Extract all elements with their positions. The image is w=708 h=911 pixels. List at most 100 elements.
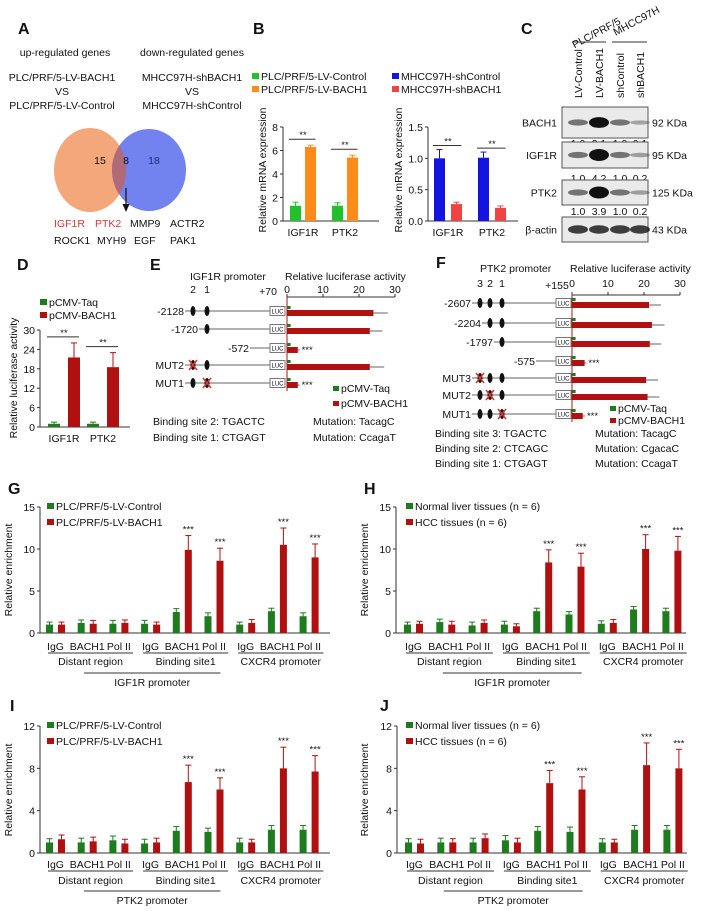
x-tick-label: BACH1: [526, 859, 561, 871]
gene-label: MMP9: [130, 218, 160, 230]
legend-label: PLC/PRF/5-LV-Control: [261, 71, 366, 83]
bar: [184, 549, 192, 633]
significance-marker: ***: [640, 524, 651, 535]
gene-label: ACTR2: [170, 218, 205, 230]
y-tick-label: 0: [29, 848, 35, 860]
y-tick-label: 24: [23, 344, 35, 356]
venn-left-compare-2: VS: [55, 86, 69, 98]
venn-overlap-count: 8: [123, 155, 129, 167]
significance-marker: ***: [543, 539, 554, 550]
x-tick-label: 10: [317, 284, 329, 296]
bar: [534, 830, 542, 853]
bar: [572, 373, 576, 376]
mutation-sequence: Mutation: CgacaC: [595, 443, 679, 455]
bar: [172, 830, 180, 853]
mutation-sequence: Mutation: CcagaT: [313, 432, 396, 444]
x-tick-label: Pol II: [202, 859, 226, 871]
y-tick-label: 15: [23, 502, 35, 514]
y-tick-label: 12: [23, 383, 35, 395]
legend-label: HCC tissues (n = 6): [415, 517, 507, 529]
x-tick-label: IgG: [406, 859, 423, 871]
significance-marker: ***: [214, 767, 225, 778]
luc-reporter-box: [555, 356, 572, 366]
blot-lane-label: LV-BACH1: [594, 48, 606, 98]
panel-label-a: A: [18, 21, 30, 38]
y-axis-label: Relative enrichment: [3, 744, 15, 837]
x-tick-label: Pol II: [202, 641, 226, 653]
legend-swatch: [40, 312, 47, 318]
venn-circle-downregulated: [112, 129, 186, 211]
binding-site-icon: [499, 298, 505, 308]
tss-label: +70: [259, 286, 277, 298]
x-tick-label: Pol II: [563, 641, 587, 653]
bar: [572, 341, 650, 347]
significance-marker: ***: [310, 745, 321, 756]
x-tick-label: BACH1: [165, 641, 200, 653]
luc-reporter-label: LUC: [557, 377, 570, 383]
panel-label-c: C: [521, 21, 533, 38]
bar: [204, 616, 212, 633]
bar: [675, 768, 683, 853]
bar: [107, 367, 119, 427]
y-tick-label: 10: [23, 544, 35, 556]
x-tick-label: BACH1: [429, 859, 464, 871]
bar: [572, 394, 648, 400]
bar: [287, 310, 374, 316]
binding-site-icon: [487, 298, 493, 308]
legend-label: pCMV-BACH1: [618, 415, 685, 427]
legend-label: pCMV-Taq: [49, 297, 98, 309]
venn-right-compare-3: MHCC97H-shControl: [142, 100, 241, 112]
bar: [405, 842, 412, 853]
y-tick-label: 10: [379, 544, 391, 556]
bar: [184, 782, 192, 853]
construct-label: MUT1: [442, 409, 471, 421]
binding-site-sequence: Binding site 2: CTCAGC: [435, 443, 549, 455]
x-tick-label: BACH1: [260, 859, 295, 871]
promoter-title: PTK2 promoter: [480, 263, 552, 275]
bar: [598, 842, 606, 853]
x-axis-label: Relative luciferase activity: [285, 271, 407, 283]
blot-band: [630, 120, 650, 125]
bar: [404, 624, 411, 633]
blot-protein-label: PTK2: [531, 188, 557, 200]
legend-label: PLC/PRF/5-LV-Control: [56, 501, 161, 513]
x-tick-label: 20: [353, 284, 365, 296]
bar: [572, 390, 576, 393]
mutation-x-icon: [475, 372, 485, 384]
bar: [572, 337, 576, 340]
legend-label: PLC/PRF/5-LV-Control: [56, 720, 161, 732]
mutation-x-icon: [485, 389, 495, 401]
luc-reporter-label: LUC: [271, 382, 284, 388]
bar: [417, 843, 424, 853]
panel-label-f: F: [436, 255, 446, 272]
x-tick-label: Pol II: [107, 641, 131, 653]
bar: [77, 842, 85, 853]
legend-swatch: [252, 73, 259, 79]
blot-band: [589, 225, 609, 234]
gene-label: MYH9: [97, 235, 126, 247]
bar: [267, 611, 275, 633]
binding-site-icon: [499, 318, 505, 328]
bar: [311, 771, 319, 853]
binding-site-icon: [477, 409, 483, 419]
venn-right-compare-1: MHCC97H-shBACH1: [142, 72, 243, 84]
binding-site-icon: [190, 378, 196, 388]
y-tick-label: 1.0: [408, 153, 423, 165]
bar: [572, 356, 576, 359]
bar: [267, 829, 275, 853]
bar: [287, 343, 291, 346]
venn-panel: up-regulated genes down-regulated genes …: [9, 47, 244, 247]
y-tick-label: 0.0: [408, 216, 423, 228]
bar: [469, 842, 477, 853]
panel-label-g: G: [8, 481, 20, 498]
bar: [141, 623, 149, 633]
supergroup-label: PTK2 promoter: [117, 895, 189, 907]
y-tick-label: 0: [385, 628, 391, 640]
bar: [287, 347, 298, 353]
gene-label: IGF1R: [54, 218, 85, 230]
x-axis-label: Relative luciferase activity: [570, 263, 692, 275]
group-label: Binding site1: [517, 875, 577, 887]
venn-circle-upregulated: [54, 128, 126, 212]
y-tick-label: 5: [385, 586, 391, 598]
